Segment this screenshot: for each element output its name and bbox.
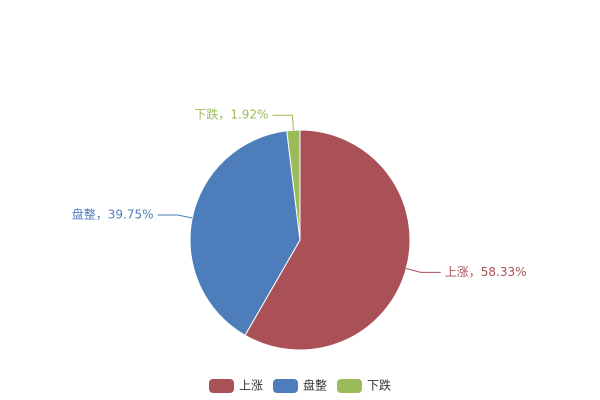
legend-label[interactable]: 上涨: [239, 378, 263, 393]
pie-slice: [244, 129, 411, 351]
legend-label[interactable]: 盘整: [303, 378, 327, 393]
leader-line: [406, 267, 441, 273]
leader-line: [272, 114, 294, 131]
legend-swatch[interactable]: [337, 379, 362, 393]
legend-swatch[interactable]: [209, 379, 234, 393]
legend-label[interactable]: 下跌: [367, 378, 391, 393]
legend-swatch[interactable]: [273, 379, 298, 393]
data-label: 盘整，39.75%: [72, 206, 154, 221]
data-label: 下跌，1.92%: [194, 107, 268, 122]
leader-line: [157, 214, 193, 219]
data-label: 上涨，58.33%: [445, 264, 527, 279]
